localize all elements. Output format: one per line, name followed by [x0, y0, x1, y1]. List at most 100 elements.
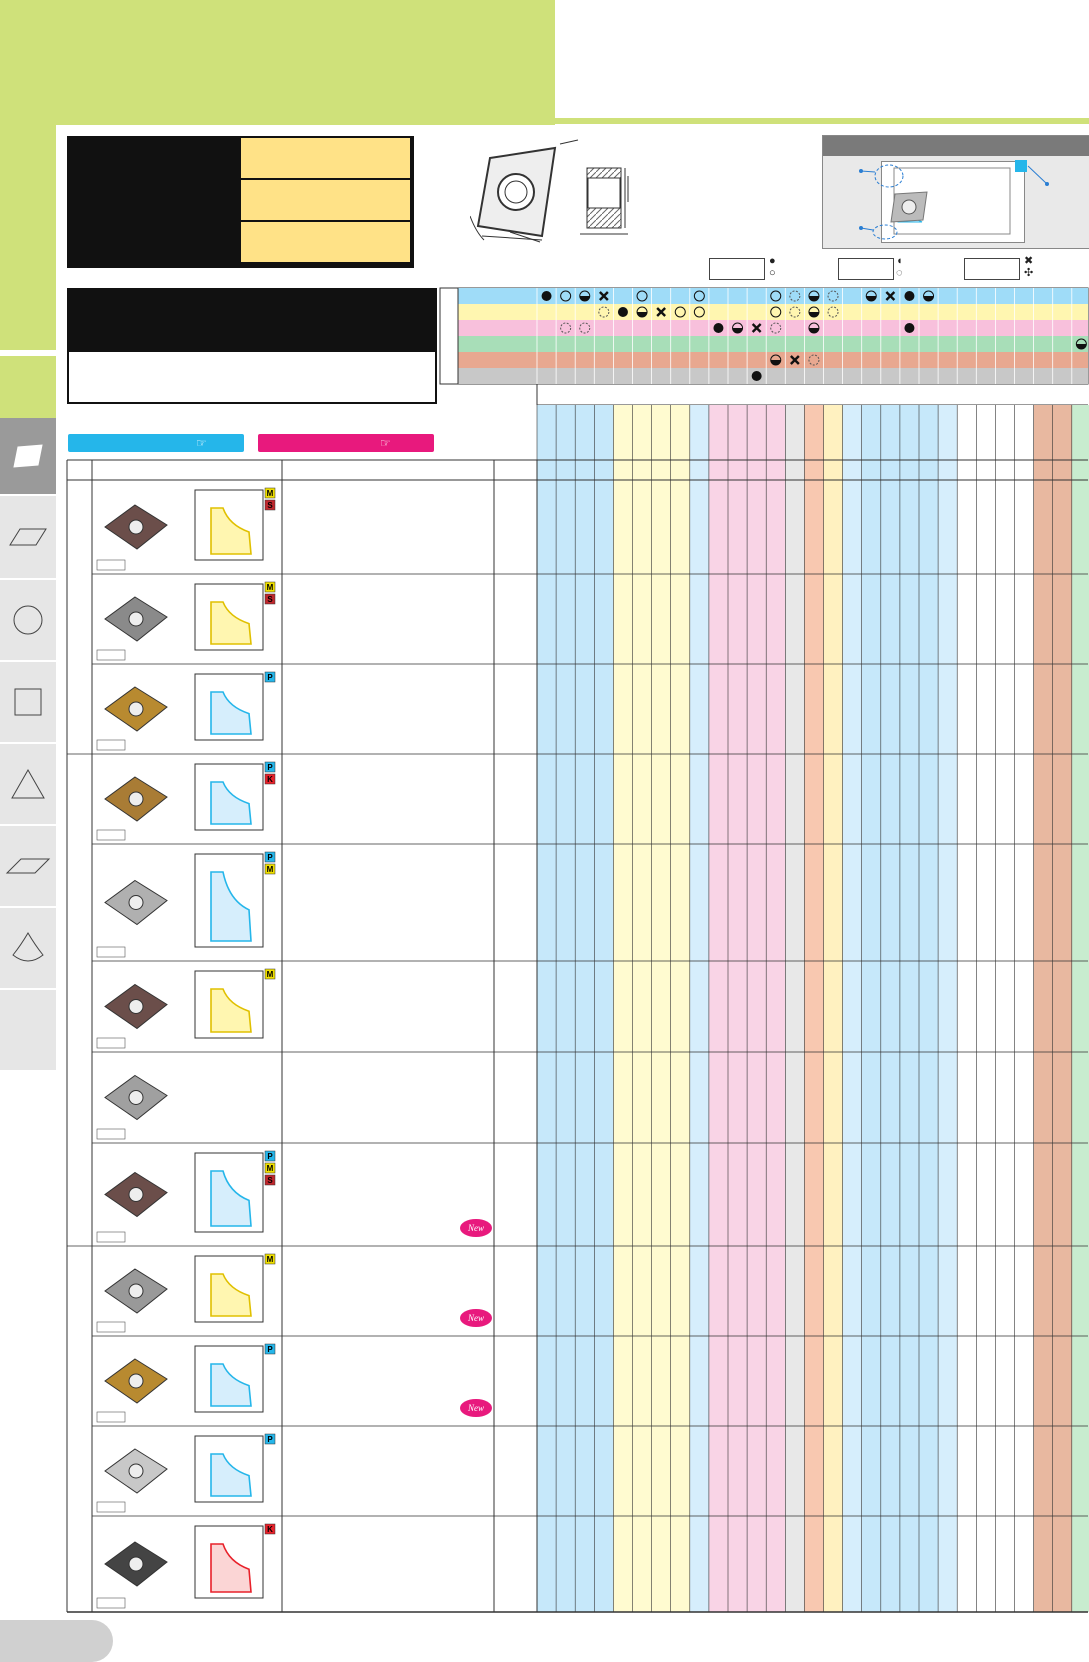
grade-chip-label: S [267, 501, 273, 510]
page-number-tab [0, 1620, 113, 1662]
trigon-icon [12, 932, 44, 962]
grade-chip [264, 1343, 276, 1355]
grade-chip [264, 773, 276, 785]
insert-row: P New [96, 1343, 492, 1423]
grade-chip-label: P [267, 1152, 273, 1161]
reference-link-pink[interactable]: ☞ [258, 434, 434, 452]
grade-chip [264, 1162, 276, 1174]
legend-symbol-box-1 [709, 258, 765, 280]
grade-chip-label: M [267, 970, 274, 979]
grade-chip [264, 1433, 276, 1445]
square-icon [14, 688, 42, 716]
grade-chip-label: M [267, 865, 274, 874]
rhombus-55-icon [9, 528, 47, 546]
chip-control-graph: P [194, 1343, 276, 1413]
insert-row: M [96, 968, 276, 1049]
symbol-half-circle: ◖ [896, 255, 903, 267]
chip-control-graph: P [194, 671, 276, 741]
insert-row: PM [96, 851, 276, 958]
symbol-dotted-cross: ✣ [1024, 267, 1034, 279]
grade-chip-label: M [267, 583, 274, 592]
tab-shape-v-35[interactable] [0, 826, 56, 908]
pointing-hand-icon: ☞ [380, 436, 391, 450]
insert-photo [96, 1541, 168, 1609]
tab-blank [0, 990, 56, 1070]
grade-chip [264, 671, 276, 683]
symbol-open-circle: ○ [769, 267, 776, 279]
grade-chip [264, 1523, 276, 1535]
reference-link-blue[interactable]: ☞ [68, 434, 244, 452]
circle-icon [13, 605, 43, 635]
tab-shape-c-80[interactable] [0, 418, 56, 496]
chipbreaker-legend-panel [822, 135, 1089, 249]
tab-shape-square[interactable] [0, 662, 56, 744]
grade-chip [264, 1253, 276, 1265]
symbol-filled-circle: ● [769, 255, 776, 267]
symbol-cross: ✖ [1024, 255, 1034, 267]
sidebar-band [0, 125, 56, 350]
grade-chip-label: P [267, 1435, 273, 1444]
new-badge-label: New [467, 1403, 484, 1413]
chip-control-graph: K [194, 1523, 276, 1599]
grade-chip-label: M [267, 1164, 274, 1173]
insert-photo [96, 686, 168, 751]
insert-photo [96, 776, 168, 841]
grade-chip-label: S [267, 595, 273, 604]
new-badge-label: New [467, 1223, 484, 1233]
chip-control-graph: P [194, 1433, 276, 1503]
insert-photo [96, 1171, 168, 1243]
grade-chip-label: M [267, 489, 274, 498]
insert-photo [96, 1074, 168, 1140]
insert-dimension-drawing [470, 139, 629, 243]
grade-chip-label: S [267, 1176, 273, 1185]
section-title-box [67, 288, 437, 404]
header-rule [555, 118, 1089, 124]
grade-chip-label: P [267, 763, 273, 772]
tab-shape-round[interactable] [0, 580, 56, 662]
chip-control-graph: M [194, 968, 276, 1039]
new-badge: New [460, 1399, 492, 1417]
new-badge: New [460, 1309, 492, 1327]
insert-row [96, 1074, 168, 1140]
legend-symbol-box-3 [964, 258, 1020, 280]
insert-row: P [96, 671, 276, 751]
symbol-dotted-circle: ◌ [896, 267, 903, 279]
grade-chip-label: M [267, 1255, 274, 1264]
grade-chip-label: P [267, 673, 273, 682]
chip-control-graph: PK [194, 761, 276, 831]
grade-chip [264, 1150, 276, 1162]
grade-chip [264, 581, 276, 593]
legend-symbol-box-2 [838, 258, 894, 280]
grade-chip-label: P [267, 853, 273, 862]
tab-shape-trigon[interactable] [0, 908, 56, 990]
insert-row: K [96, 1523, 276, 1609]
header-band [0, 0, 555, 125]
tab-shape-d-55[interactable] [0, 496, 56, 580]
rhombus-35-icon [5, 858, 51, 874]
grade-chip [264, 593, 276, 605]
insert-row: P [96, 1433, 276, 1513]
insert-photo [96, 596, 168, 661]
grade-chip [264, 487, 276, 499]
grade-chip [264, 863, 276, 875]
insert-photo [96, 1448, 168, 1513]
grade-chip-label: K [267, 775, 273, 784]
insert-row: PMS New [96, 1150, 492, 1243]
new-badge: New [460, 1219, 492, 1237]
chip-control-graph: M [194, 1253, 276, 1323]
grade-chip [264, 851, 276, 863]
grade-chip [264, 968, 276, 980]
grade-chip [264, 499, 276, 511]
insert-row: MS [96, 487, 276, 571]
insert-row: PK [96, 761, 276, 841]
rhombus-80-icon [13, 444, 43, 468]
new-badge-label: New [467, 1313, 484, 1323]
insert-row: MS [96, 581, 276, 661]
insert-photo [96, 1358, 168, 1423]
insert-photo [96, 1268, 168, 1333]
tab-shape-triangle[interactable] [0, 744, 56, 826]
insert-info-box [67, 136, 414, 268]
insert-photo [96, 983, 168, 1049]
chip-control-graph: MS [194, 487, 276, 561]
